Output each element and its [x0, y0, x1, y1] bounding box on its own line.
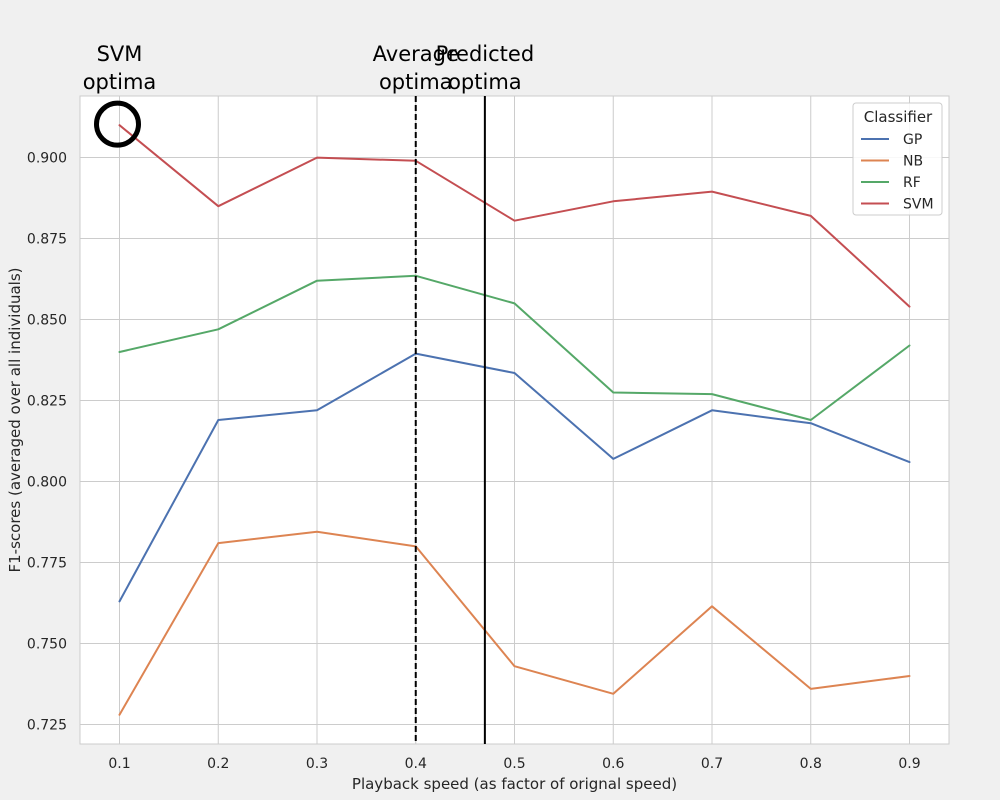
x-tick-labels: 0.1 0.2 0.3 0.4 0.5 0.6 0.7 0.8 0.9	[108, 756, 920, 772]
annotation-label-2: optima	[448, 70, 522, 94]
annotation-label-0: optima	[83, 70, 157, 94]
legend-label-gp: GP	[903, 132, 922, 148]
legend-frame	[852, 102, 943, 216]
x-tick-label: 0.2	[207, 756, 229, 772]
y-tick-label: 0.800	[27, 475, 67, 491]
legend-label-nb: NB	[903, 154, 923, 170]
legend-label-svm: SVM	[903, 197, 934, 213]
x-tick-label: 0.1	[108, 756, 130, 772]
y-tick-label: 0.850	[27, 313, 67, 329]
legend: Classifier GP NB RF SVM	[852, 102, 943, 216]
series-line-nb	[118, 530, 911, 716]
x-tick-label: 0.6	[602, 756, 624, 772]
y-tick-label: 0.900	[27, 151, 67, 167]
annotation-label-2: Predicted	[436, 42, 535, 66]
y-tick-label: 0.775	[27, 556, 67, 572]
series-line-rf	[118, 274, 911, 421]
series-line-gp	[118, 352, 911, 603]
annotation-label-1: Average	[373, 42, 459, 66]
y-tick-label: 0.825	[27, 394, 67, 410]
legend-label-rf: RF	[903, 175, 921, 191]
y-tick-label: 0.725	[27, 718, 67, 734]
y-tick-label: 0.875	[27, 232, 67, 248]
annotation-label-1: optima	[379, 70, 453, 94]
y-tick-label: 0.750	[27, 637, 67, 653]
x-axis-label: Playback speed (as factor of orignal spe…	[352, 775, 677, 793]
series-lines	[118, 124, 911, 716]
x-tick-label: 0.5	[503, 756, 525, 772]
annotations: SVM optima Average optima Predicted optima	[83, 42, 534, 744]
series-line-svm	[118, 124, 911, 308]
y-axis-label: F1-scores (averaged over all individuals…	[6, 268, 24, 573]
x-tick-label: 0.9	[898, 756, 920, 772]
legend-items: GP NB RF SVM	[861, 132, 934, 213]
x-tick-label: 0.4	[405, 756, 427, 772]
annotation-label-0: SVM	[97, 42, 143, 66]
y-tick-labels: 0.725 0.750 0.775 0.800 0.825 0.850 0.875 0.900	[27, 151, 67, 734]
legend-title: Classifier	[864, 108, 933, 126]
x-tick-label: 0.3	[306, 756, 328, 772]
x-tick-label: 0.7	[701, 756, 723, 772]
x-tick-label: 0.8	[800, 756, 822, 772]
annotation-circle-marker	[94, 100, 141, 148]
